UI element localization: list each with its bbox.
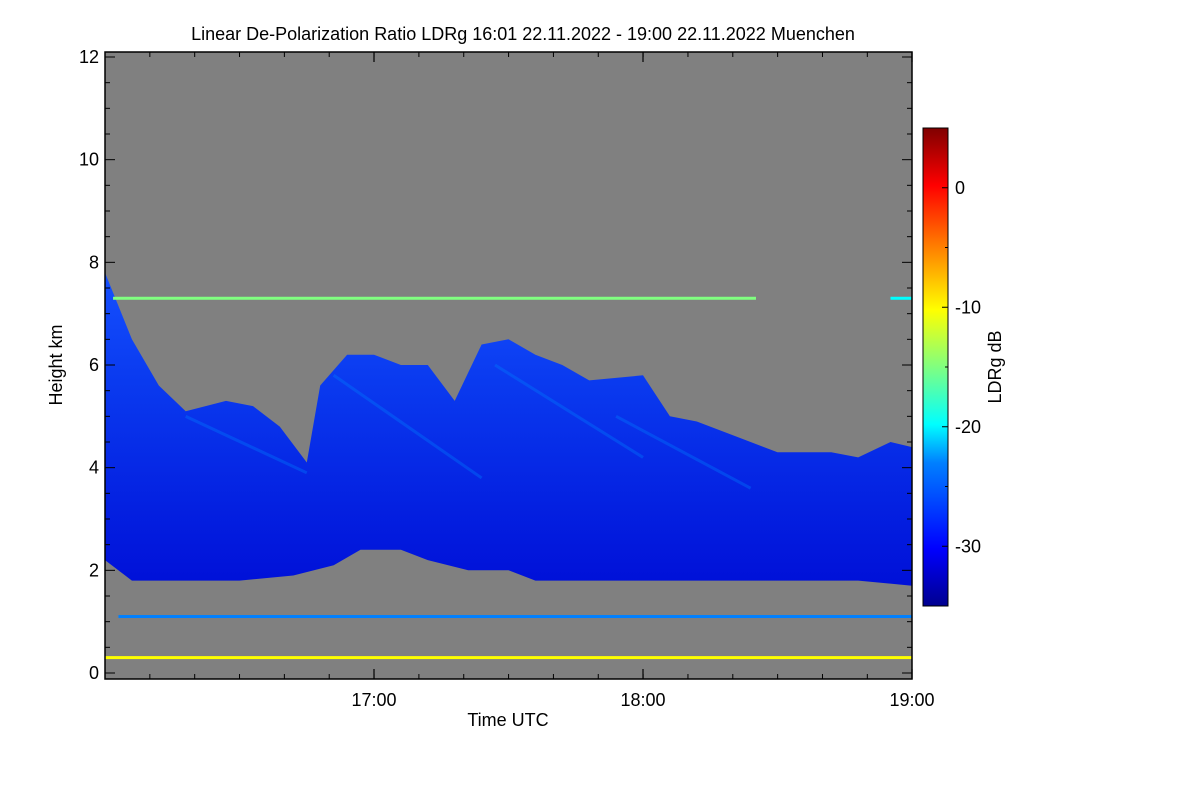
- fall-streak: [615, 415, 752, 490]
- colorbar-tick-label: -30: [955, 536, 981, 556]
- colorbar-tick-label: -10: [955, 297, 981, 317]
- colorbar-axis: 0 -10 -20 -30: [942, 127, 981, 607]
- y-tick-label: 6: [89, 355, 99, 375]
- y-tick-label: 0: [89, 663, 99, 683]
- x-axis: 17:00 18:00 19:00: [149, 52, 935, 710]
- chart-title: Linear De-Polarization Ratio LDRg 16:01 …: [191, 24, 855, 44]
- fall-streak: [185, 414, 308, 475]
- cloud-streaks: [185, 363, 752, 490]
- layer-band: [105, 656, 912, 660]
- colorbar-tick-label: -20: [955, 417, 981, 437]
- fall-streak: [332, 374, 483, 480]
- colorbar-tick-label: 0: [955, 178, 965, 198]
- layer-band: [890, 296, 912, 300]
- y-axis-label: Height km: [46, 324, 66, 405]
- x-tick-label: 17:00: [351, 690, 396, 710]
- layer-band: [113, 296, 756, 300]
- y-tick-label: 12: [79, 47, 99, 67]
- y-tick-label: 10: [79, 150, 99, 170]
- x-axis-label: Time UTC: [467, 710, 548, 730]
- y-tick-label: 4: [89, 458, 99, 478]
- y-tick-label: 8: [89, 252, 99, 272]
- cloud-region: [105, 272, 912, 586]
- y-tick-label: 2: [89, 560, 99, 580]
- aerosol-layers: [105, 296, 912, 660]
- colorbar-label: LDRg dB: [985, 330, 1005, 403]
- fall-streak: [494, 363, 644, 459]
- x-tick-label: 18:00: [620, 690, 665, 710]
- layer-band: [118, 615, 912, 619]
- colorbar: [922, 127, 949, 607]
- y-axis: 0 2 4 6 8 10 12: [79, 47, 912, 683]
- x-tick-label: 19:00: [889, 690, 934, 710]
